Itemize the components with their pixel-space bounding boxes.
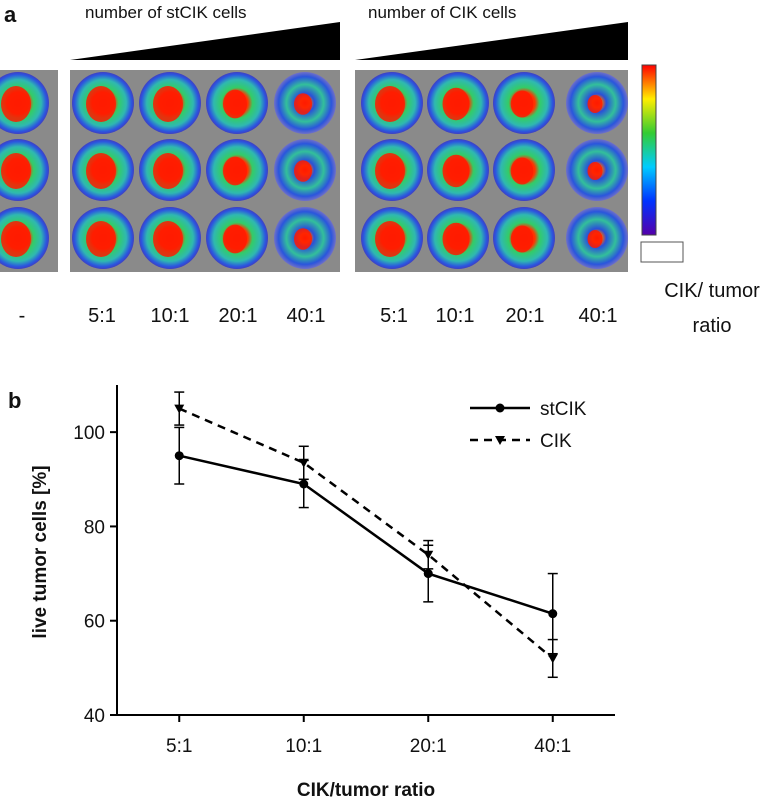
data-point — [174, 404, 185, 414]
lane-label: - — [19, 305, 26, 327]
signal — [86, 153, 116, 189]
legend-marker — [495, 403, 505, 413]
signal — [510, 157, 534, 185]
panel-a: a number of stCIK cells number of CIK ce… — [0, 2, 760, 337]
data-point — [299, 479, 309, 489]
signal — [375, 86, 405, 122]
x-tick-label: 40:1 — [534, 736, 571, 757]
signal — [294, 228, 312, 250]
x-tick-label: 10:1 — [285, 736, 322, 757]
signal — [153, 86, 183, 122]
y-tick-label: 60 — [84, 612, 105, 633]
signal — [1, 153, 31, 189]
signal — [375, 221, 405, 257]
signal — [223, 224, 247, 254]
signal — [223, 156, 247, 186]
series-line — [178, 407, 554, 660]
signal — [153, 153, 183, 189]
header: number of stCIK cells — [85, 3, 247, 22]
signal — [510, 90, 534, 118]
signal — [86, 221, 116, 257]
gradient-wedge — [70, 22, 340, 60]
lane-label: 20:1 — [219, 305, 258, 327]
y-tick-label: 80 — [84, 517, 105, 538]
signal — [510, 225, 534, 253]
gradient-wedge — [355, 22, 628, 60]
lane-label: 20:1 — [506, 305, 545, 327]
data-point — [423, 569, 433, 579]
wells — [0, 72, 628, 269]
signal — [587, 230, 603, 248]
legend-label: CIK — [540, 431, 572, 452]
signal — [223, 89, 247, 119]
panel-label: a — [4, 2, 17, 27]
signal — [86, 86, 116, 122]
signal — [1, 221, 31, 257]
x-tick-label: 5:1 — [166, 736, 192, 757]
data-point — [423, 550, 434, 560]
lane-label: 10:1 — [436, 305, 475, 327]
colorbar — [641, 64, 657, 236]
lane-label: 5:1 — [380, 305, 408, 327]
signal — [294, 160, 312, 182]
y-axis-label: live tumor cells [%] — [30, 465, 51, 638]
signal — [587, 162, 603, 180]
signal — [153, 221, 183, 257]
series-line — [178, 454, 554, 615]
lane-label: 40:1 — [579, 305, 618, 327]
data-point — [547, 654, 558, 664]
signal — [442, 154, 470, 188]
signal — [442, 222, 470, 256]
signal — [442, 87, 470, 121]
lane-label: 40:1 — [287, 305, 326, 327]
panel-b: b CIK/tumor ratio live tumor cells [%] 4… — [8, 385, 615, 801]
colorbar-legend-box — [640, 241, 684, 263]
signal — [375, 153, 405, 189]
legend-label: stCIK — [540, 399, 587, 420]
ratio-label: ratio — [693, 315, 732, 337]
data-point — [548, 609, 558, 619]
ratio-label: CIK/ tumor — [664, 280, 760, 302]
data-point — [174, 451, 184, 461]
lane-label: 10:1 — [151, 305, 190, 327]
y-tick-label: 40 — [84, 706, 105, 727]
lane-label: 5:1 — [88, 305, 116, 327]
signal — [1, 86, 31, 122]
lane-labels: - 5:1 10:1 20:1 40:1 5:1 10:1 20:1 40:1 — [19, 305, 618, 327]
panel-label: b — [8, 388, 21, 413]
legend-marker — [495, 436, 505, 445]
signal — [294, 93, 312, 115]
data-point — [298, 458, 309, 468]
header: number of CIK cells — [368, 3, 516, 22]
x-axis-label: CIK/tumor ratio — [297, 780, 435, 801]
signal — [587, 95, 603, 113]
y-tick-label: 100 — [73, 423, 105, 444]
x-tick-label: 20:1 — [410, 736, 447, 757]
